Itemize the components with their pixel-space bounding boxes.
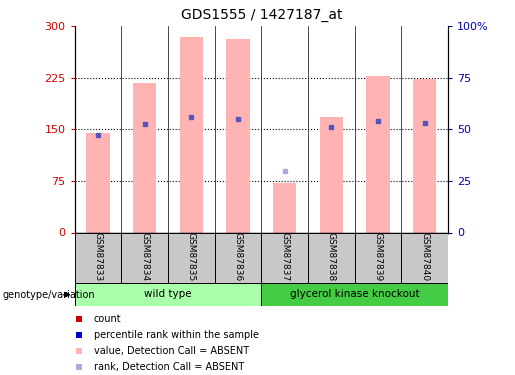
Bar (413, 78, 436, 232)
Bar (355, 232, 401, 283)
Text: GSM87837: GSM87837 (280, 232, 289, 281)
Bar (87, 133, 110, 232)
Text: rank, Detection Call = ABSENT: rank, Detection Call = ABSENT (94, 362, 244, 372)
Text: GSM87834: GSM87834 (140, 232, 149, 281)
Text: genotype/variation: genotype/variation (3, 290, 95, 300)
Bar (133, 82, 157, 232)
Text: GSM87839: GSM87839 (373, 232, 383, 281)
Bar (261, 283, 448, 306)
Text: GSM87833: GSM87833 (94, 232, 102, 281)
Bar (122, 232, 168, 283)
Text: glycerol kinase knockout: glycerol kinase knockout (290, 290, 420, 299)
Bar (273, 183, 296, 232)
Bar (215, 232, 261, 283)
Text: GSM87840: GSM87840 (420, 232, 429, 281)
Bar (168, 232, 215, 283)
Bar (75, 283, 261, 306)
Text: value, Detection Call = ABSENT: value, Detection Call = ABSENT (94, 346, 249, 356)
Text: wild type: wild type (144, 290, 192, 299)
Bar (75, 232, 122, 283)
Bar (308, 232, 355, 283)
Text: GSM87836: GSM87836 (233, 232, 243, 281)
Bar (401, 232, 448, 283)
Bar (366, 76, 390, 232)
Text: GSM87838: GSM87838 (327, 232, 336, 281)
Text: count: count (94, 314, 122, 324)
Bar (227, 39, 250, 232)
Title: GDS1555 / 1427187_at: GDS1555 / 1427187_at (181, 9, 342, 22)
Bar (261, 232, 308, 283)
Text: GSM87835: GSM87835 (187, 232, 196, 281)
Text: percentile rank within the sample: percentile rank within the sample (94, 330, 259, 340)
Bar (180, 37, 203, 232)
Bar (320, 117, 343, 232)
